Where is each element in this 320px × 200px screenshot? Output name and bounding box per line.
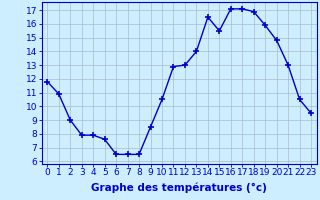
X-axis label: Graphe des températures (°c): Graphe des températures (°c) xyxy=(91,183,267,193)
